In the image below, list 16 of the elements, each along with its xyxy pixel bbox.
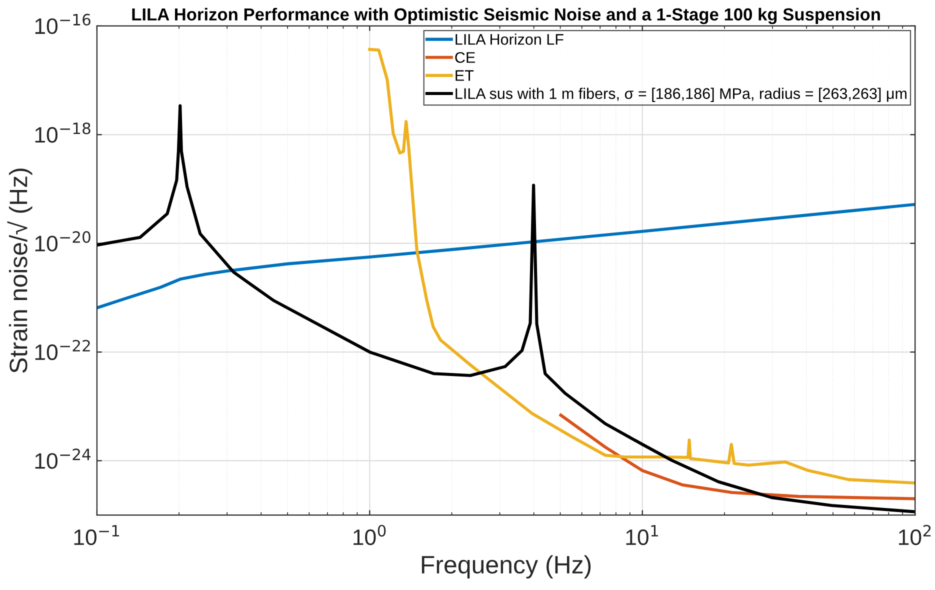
legend-label: CE (455, 52, 475, 63)
y-tick-label: 10$^{−20}$ (35, 231, 90, 252)
x-tick-label: 10$^{0}$ (354, 524, 386, 546)
y-tick-label: 10$^{−24}$ (35, 448, 91, 469)
y-tick-label: 10$^{−22}$ (35, 340, 90, 360)
chart-title: LILA Horizon Performance with Optimistic Seismic Noise and a 1-Stage 100 kg Suspension (132, 8, 880, 24)
x-axis-title: Frequency (Hz) (422, 555, 591, 579)
legend-label: LILA sus with 1 m fibers, σ = [186,186] MPa, radius = [263,263] μm (456, 88, 906, 102)
legend-label: LILA Horizon LF (456, 34, 564, 45)
x-tick-label: 10$^{1}$ (626, 525, 658, 546)
y-axis-title: Strain noise/√ (Hz) (7, 168, 32, 373)
x-tick-label: 10$^{2}$ (899, 524, 931, 546)
legend-label: ET (456, 70, 474, 81)
y-tick-label: 10$^{−18}$ (35, 122, 90, 143)
y-tick-label: 10$^{−16}$ (35, 14, 90, 34)
x-tick-label: 10$^{−1}$ (74, 525, 120, 546)
